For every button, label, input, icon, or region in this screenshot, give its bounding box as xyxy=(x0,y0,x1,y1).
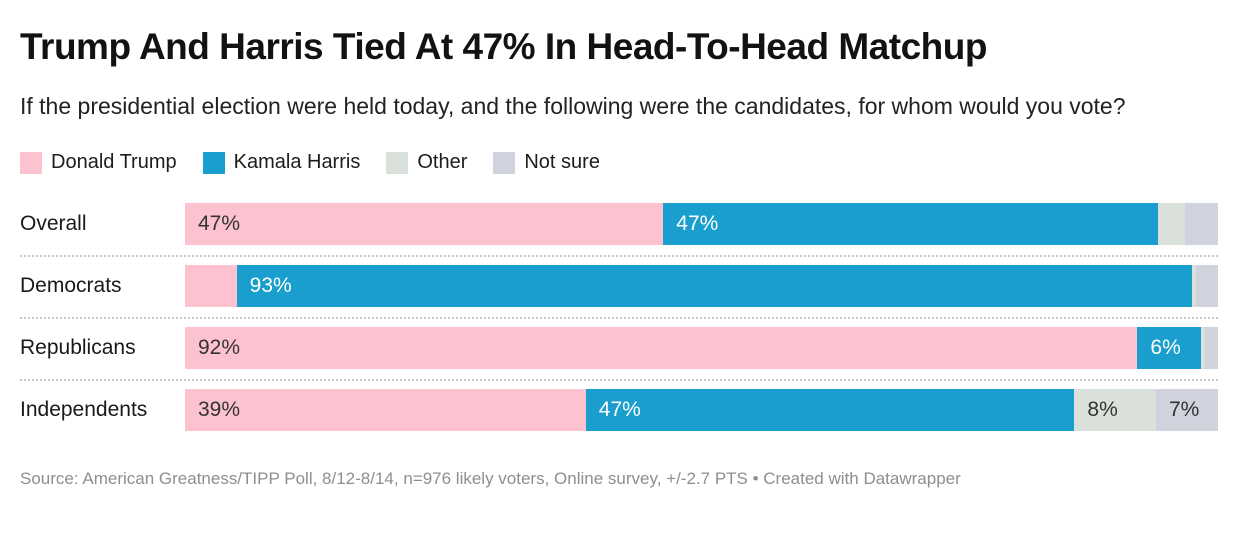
bar-value-label: 47% xyxy=(198,212,241,236)
row-label: Republicans xyxy=(20,336,136,360)
row-divider xyxy=(20,379,1218,382)
legend-item-not-sure: Not sure xyxy=(493,151,600,174)
legend-label: Not sure xyxy=(524,151,600,174)
source-note: Source: American Greatness/TIPP Poll, 8/… xyxy=(20,469,961,489)
legend: Donald Trump Kamala Harris Other Not sure xyxy=(20,151,1218,174)
bar-track: 39% 47% 8% 7% xyxy=(185,389,1218,432)
bar-value-label: 47% xyxy=(676,212,719,236)
bar-segment-donald-trump: 47% xyxy=(185,203,664,246)
bar-value-label: 92% xyxy=(198,336,241,360)
bar-value-label: 93% xyxy=(249,274,292,298)
chart-row-independents: Independents 39% 47% 8% 7% xyxy=(20,389,1218,432)
bar-track: 47% 47% xyxy=(185,203,1218,246)
bar-value-label: 6% xyxy=(1150,336,1181,360)
bar-segment-other xyxy=(1201,327,1205,370)
stacked-bar-chart: Overall 47% 47% Democrats 93% Republicans 92% 6… xyxy=(20,203,1218,432)
legend-item-other: Other xyxy=(386,151,467,174)
legend-label: Other xyxy=(417,151,468,174)
row-divider xyxy=(20,255,1218,258)
legend-item-kamala-harris: Kamala Harris xyxy=(202,151,361,174)
legend-swatch-not-sure xyxy=(493,151,516,174)
bar-segment-kamala-harris: 6% xyxy=(1137,327,1202,370)
bar-track: 93% xyxy=(185,265,1218,308)
chart-subtitle: If the presidential election were held t… xyxy=(20,93,1126,120)
bar-segment-kamala-harris: 93% xyxy=(236,265,1193,308)
bar-segment-not-sure: 7% xyxy=(1155,389,1218,432)
bar-segment-other: 8% xyxy=(1074,389,1156,432)
bar-segment-donald-trump: 92% xyxy=(185,327,1138,370)
bar-segment-other xyxy=(1192,265,1197,308)
bar-segment-not-sure xyxy=(1196,265,1218,308)
chart-title: Trump And Harris Tied At 47% In Head-To-… xyxy=(20,26,987,67)
chart-row-republicans: Republicans 92% 6% xyxy=(20,327,1218,370)
row-label: Democrats xyxy=(20,274,122,298)
row-divider xyxy=(20,317,1218,320)
bar-segment-kamala-harris: 47% xyxy=(585,389,1075,432)
legend-label: Kamala Harris xyxy=(233,151,361,174)
bar-segment-other xyxy=(1158,203,1185,246)
legend-swatch-other xyxy=(386,151,409,174)
chart-row-overall: Overall 47% 47% xyxy=(20,203,1218,246)
bar-value-label: 8% xyxy=(1087,398,1118,422)
bar-value-label: 47% xyxy=(598,398,641,422)
legend-swatch-kamala-harris xyxy=(202,151,225,174)
legend-swatch-donald-trump xyxy=(20,151,42,174)
bar-segment-kamala-harris: 47% xyxy=(663,203,1159,246)
bar-value-label: 39% xyxy=(198,398,241,422)
row-label: Independents xyxy=(20,398,148,422)
bar-value-label: 7% xyxy=(1168,398,1200,422)
bar-segment-not-sure xyxy=(1204,327,1218,370)
chart-row-democrats: Democrats 93% xyxy=(20,265,1218,308)
bar-segment-donald-trump xyxy=(185,265,237,308)
bar-segment-donald-trump: 39% xyxy=(185,389,586,432)
bar-segment-not-sure xyxy=(1184,203,1218,246)
row-label: Overall xyxy=(20,212,87,236)
legend-label: Donald Trump xyxy=(51,151,177,174)
legend-item-donald-trump: Donald Trump xyxy=(20,151,177,174)
bar-track: 92% 6% xyxy=(185,327,1218,370)
